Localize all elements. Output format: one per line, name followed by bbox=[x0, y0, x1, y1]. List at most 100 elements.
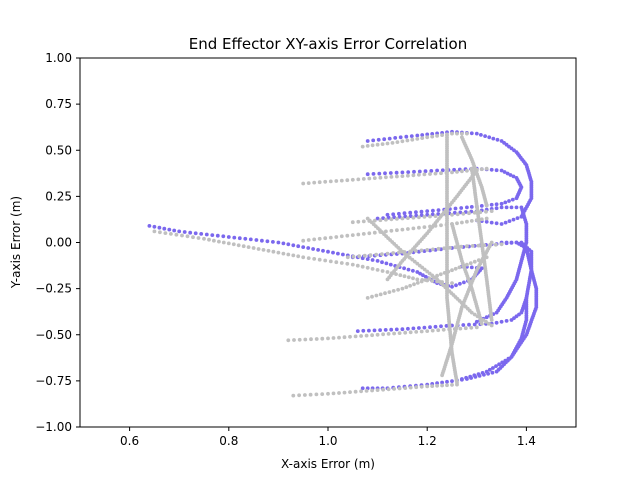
data-point bbox=[381, 216, 385, 221]
data-point bbox=[296, 244, 301, 249]
data-point bbox=[386, 332, 391, 336]
data-point bbox=[406, 173, 410, 178]
data-point bbox=[365, 144, 370, 148]
data-point bbox=[397, 331, 402, 335]
data-point bbox=[417, 225, 421, 230]
data-point bbox=[356, 232, 361, 237]
data-point bbox=[261, 248, 266, 252]
data-point bbox=[387, 290, 392, 294]
data-point bbox=[486, 371, 490, 376]
data-point bbox=[368, 253, 373, 258]
data-point bbox=[392, 331, 396, 336]
data-point bbox=[323, 258, 328, 263]
data-point bbox=[422, 172, 427, 177]
data-point bbox=[360, 144, 365, 149]
data-point bbox=[419, 279, 424, 284]
data-point bbox=[491, 136, 496, 141]
data-point bbox=[372, 218, 377, 223]
data-point bbox=[412, 169, 416, 174]
data-point bbox=[372, 176, 377, 181]
data-point bbox=[355, 329, 360, 333]
data-point bbox=[395, 217, 399, 221]
data-point bbox=[408, 283, 412, 288]
data-point bbox=[439, 171, 443, 176]
data-point bbox=[472, 322, 477, 327]
data-point bbox=[499, 242, 504, 247]
data-point bbox=[334, 235, 339, 239]
data-point bbox=[355, 263, 360, 268]
data-point bbox=[419, 209, 424, 214]
data-point bbox=[461, 211, 466, 216]
data-point bbox=[385, 251, 390, 256]
data-point bbox=[365, 296, 370, 300]
data-point bbox=[429, 169, 434, 173]
data-point bbox=[494, 364, 498, 368]
data-point bbox=[291, 393, 296, 398]
data-point bbox=[511, 217, 516, 222]
data-point bbox=[440, 168, 445, 173]
data-point bbox=[514, 196, 519, 201]
data-point bbox=[291, 253, 296, 258]
data-point bbox=[367, 176, 372, 181]
data-point bbox=[514, 205, 519, 210]
data-point bbox=[403, 386, 408, 390]
data-point bbox=[425, 329, 430, 333]
data-point bbox=[469, 325, 474, 330]
data-point bbox=[482, 372, 486, 377]
data-point bbox=[375, 216, 380, 221]
data-point bbox=[444, 324, 449, 328]
data-point bbox=[375, 259, 380, 263]
data-point bbox=[404, 285, 409, 290]
data-point bbox=[345, 261, 350, 266]
data-point bbox=[507, 199, 511, 203]
data-point bbox=[414, 385, 419, 390]
data-point bbox=[276, 250, 281, 255]
data-point bbox=[345, 233, 350, 238]
data-point bbox=[306, 246, 311, 250]
data-point bbox=[370, 258, 375, 262]
data-point bbox=[458, 210, 463, 215]
data-point bbox=[378, 175, 383, 180]
data-point bbox=[326, 336, 330, 341]
data-point bbox=[311, 247, 315, 251]
data-point bbox=[389, 327, 394, 332]
data-point bbox=[202, 236, 206, 241]
data-point bbox=[435, 381, 439, 386]
data-point bbox=[460, 220, 464, 225]
data-point bbox=[243, 236, 248, 241]
data-point bbox=[450, 170, 454, 175]
plot-area bbox=[79, 57, 577, 428]
data-point bbox=[436, 328, 441, 333]
data-point bbox=[412, 282, 416, 287]
data-point bbox=[292, 338, 296, 342]
data-point bbox=[237, 236, 242, 241]
data-point bbox=[357, 254, 362, 259]
data-point bbox=[378, 292, 383, 297]
data-point bbox=[336, 251, 340, 256]
data-point bbox=[431, 208, 435, 213]
data-point bbox=[236, 243, 241, 248]
x-tick-label: 1.0 bbox=[318, 434, 337, 448]
data-point bbox=[167, 227, 172, 232]
data-point bbox=[350, 262, 355, 267]
data-point bbox=[380, 260, 384, 265]
data-point bbox=[400, 286, 405, 291]
data-point bbox=[497, 362, 501, 367]
data-point bbox=[396, 287, 400, 292]
data-point bbox=[226, 241, 231, 246]
data-point bbox=[455, 170, 459, 174]
data-point bbox=[251, 246, 256, 250]
data-point bbox=[371, 172, 376, 176]
data-point bbox=[365, 172, 370, 177]
data-point bbox=[350, 220, 355, 225]
data-point bbox=[385, 270, 390, 274]
data-point bbox=[438, 272, 443, 277]
data-point bbox=[348, 390, 352, 394]
data-point bbox=[423, 278, 428, 282]
data-point bbox=[436, 246, 441, 251]
data-point bbox=[465, 262, 469, 267]
data-point bbox=[435, 168, 439, 173]
data-point bbox=[402, 274, 407, 279]
data-point bbox=[191, 235, 195, 240]
data-point bbox=[494, 221, 499, 226]
